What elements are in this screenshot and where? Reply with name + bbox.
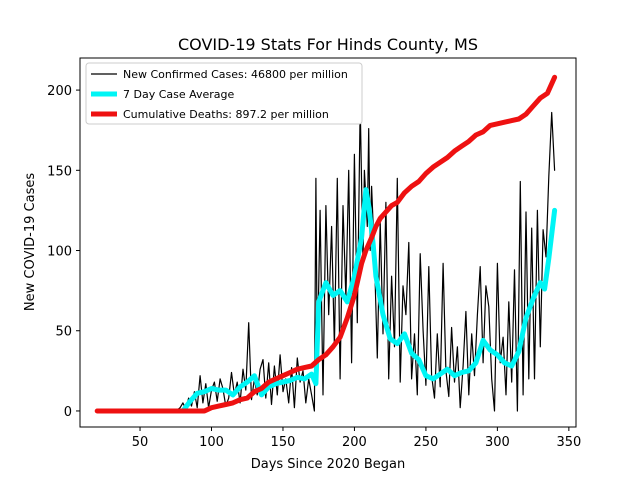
x-axis-title: Days Since 2020 Began bbox=[251, 457, 406, 472]
x-axis: 50 100 150 200 250 300 350 bbox=[132, 427, 581, 450]
x-tick-label: 200 bbox=[342, 435, 367, 450]
series-line-2 bbox=[94, 74, 558, 414]
legend-label-0: New Confirmed Cases: 46800 per million bbox=[123, 68, 348, 81]
plot-frame bbox=[79, 57, 577, 428]
y-axis-title: New COVID-19 Cases bbox=[23, 173, 38, 311]
x-tick-label: 250 bbox=[413, 435, 438, 450]
series-line-1 bbox=[180, 187, 558, 414]
y-axis: 0 50 100 150 200 bbox=[47, 84, 80, 420]
legend-label-2: Cumulative Deaths: 897.2 per million bbox=[123, 108, 329, 121]
y-tick-label: 0 bbox=[64, 405, 72, 420]
y-tick-label: 100 bbox=[47, 245, 72, 260]
chart-title: COVID-19 Stats For Hinds County, MS bbox=[178, 35, 478, 54]
x-tick-label: 150 bbox=[271, 435, 296, 450]
y-tick-label: 200 bbox=[47, 84, 72, 99]
y-tick-label: 50 bbox=[55, 325, 72, 340]
legend: New Confirmed Cases: 46800 per million 7 … bbox=[85, 62, 363, 125]
y-tick-label: 150 bbox=[47, 164, 72, 179]
x-tick-label: 50 bbox=[132, 435, 149, 450]
legend-box bbox=[85, 62, 363, 125]
legend-label-1: 7 Day Case Average bbox=[123, 88, 235, 101]
x-tick-label: 300 bbox=[485, 435, 510, 450]
x-tick-label: 350 bbox=[556, 435, 581, 450]
x-tick-label: 100 bbox=[199, 435, 224, 450]
